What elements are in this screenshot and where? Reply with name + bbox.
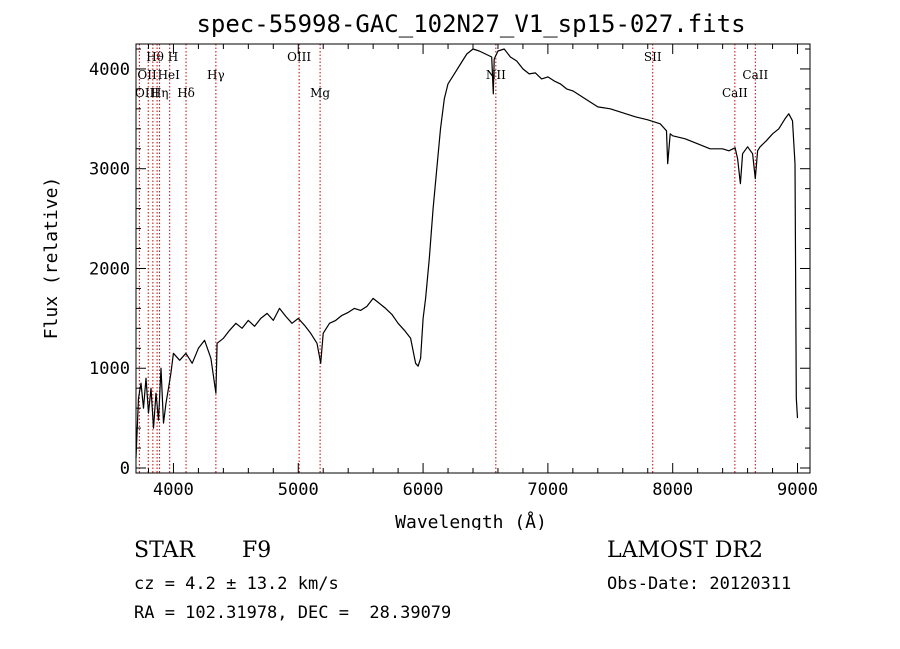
y-tick-label-1: 1000	[89, 359, 130, 379]
marker-label-3: HeI	[158, 68, 181, 82]
coordinates: RA = 102.31978, DEC = 28.39079	[134, 603, 452, 623]
star-subclass: F9	[242, 538, 272, 563]
obs-date: Obs-Date: 20120311	[607, 574, 792, 594]
marker-label-4: Hγ	[207, 68, 225, 82]
series	[135, 48, 799, 459]
plot-frame	[135, 43, 811, 474]
x-tick-label-5: 9000	[777, 480, 818, 500]
marker-label-12: Mg	[310, 86, 330, 100]
x-tick-label-1: 5000	[278, 480, 319, 500]
y-tick-label-2: 2000	[89, 259, 130, 279]
marker-label-8: CaII	[742, 68, 768, 82]
marker-label-1: H	[168, 50, 178, 64]
spectrum-chart: spec-55998-GAC_102N27_V1_sp15-027.fits H…	[41, 10, 818, 530]
marker-label-6: NII	[486, 68, 506, 82]
y-tick-label-4: 4000	[89, 60, 130, 80]
star-class: STAR	[134, 538, 195, 563]
y-tick-label-0: 0	[120, 459, 130, 479]
y-axis-label: Flux (relative)	[41, 177, 62, 340]
survey-label: LAMOST DR2	[607, 538, 763, 563]
marker-label-11: Hδ	[177, 86, 195, 100]
marker-label-7: SII	[644, 50, 662, 64]
x-tick-label-3: 7000	[527, 480, 568, 500]
y-tick-label-3: 3000	[89, 160, 130, 180]
redshift-cz: cz = 4.2 ± 13.2 km/s	[134, 574, 339, 594]
marker-label-10: Hη	[151, 86, 169, 100]
chart-title: spec-55998-GAC_102N27_V1_sp15-027.fits	[196, 10, 745, 38]
marker-label-0: Hθ	[146, 50, 164, 64]
marker-label-2: OII	[137, 68, 157, 82]
marker-label-5: OIII	[287, 50, 311, 64]
marker-label-13: CaII	[722, 86, 748, 100]
x-tick-label-0: 4000	[153, 480, 194, 500]
x-tick-label-4: 8000	[652, 480, 693, 500]
x-axis-label: Wavelength (Å)	[395, 511, 547, 530]
x-tick-label-2: 6000	[403, 480, 444, 500]
spectrum-series-0	[135, 48, 799, 459]
axis-ticks: 4000 5000 6000 7000 8000 9000 0 1000 2000 3000 400…	[89, 44, 818, 500]
